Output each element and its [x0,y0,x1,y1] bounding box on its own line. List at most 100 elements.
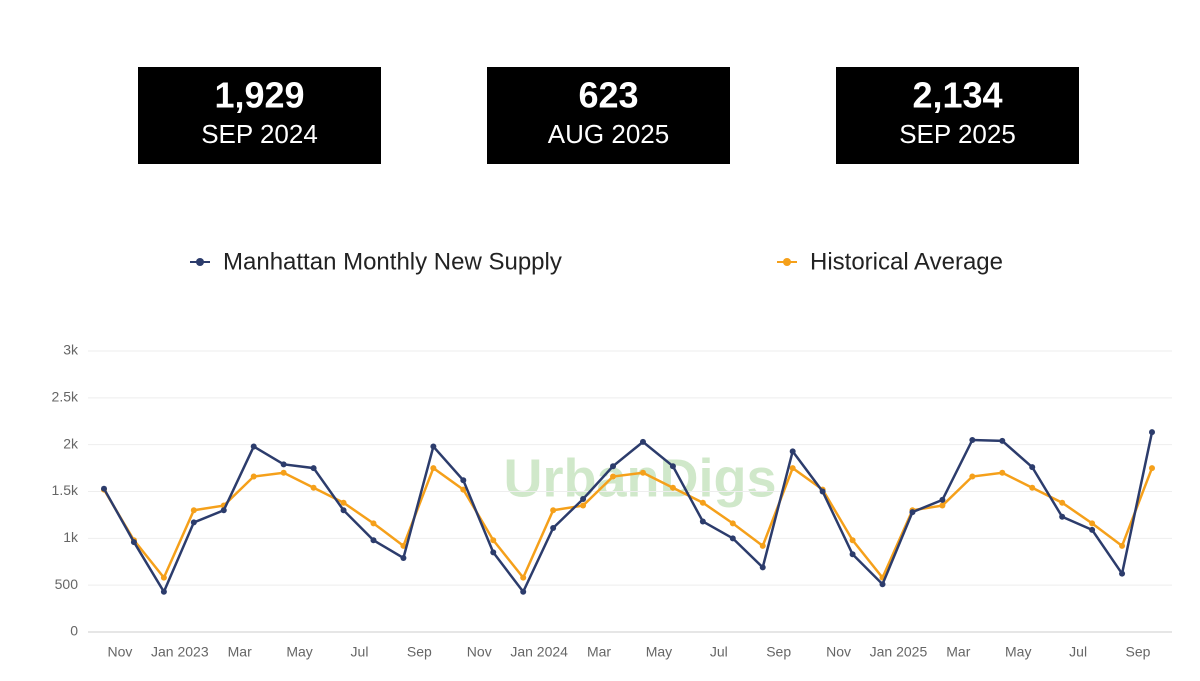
data-point [939,496,946,503]
x-tick-label: Mar [228,644,252,660]
data-point [280,469,287,476]
watermark: UrbanDigs [503,448,776,508]
data-point [550,525,557,532]
data-point [969,436,976,443]
card-value: 1,929 [214,75,304,116]
data-point [879,581,886,588]
x-tick-label: Jan 2023 [151,644,209,660]
legend-marker [196,258,204,266]
data-point [1119,542,1126,549]
x-tick-label: Jul [710,644,728,660]
data-point [580,502,587,509]
data-point [1059,513,1066,520]
data-point [1029,464,1036,471]
data-point [190,507,197,514]
data-point [430,465,437,472]
data-point [1029,484,1036,491]
data-point [460,486,467,493]
y-tick-label: 3k [63,342,79,358]
data-point [819,488,826,495]
legend-marker [783,258,791,266]
data-point [520,574,527,581]
data-point [220,507,227,514]
card-box [836,67,1079,164]
data-point [250,473,257,480]
data-point [610,473,617,480]
data-point [1149,465,1155,472]
data-point [729,535,736,542]
data-point [190,519,197,526]
card-value: 623 [578,75,638,116]
data-point [759,542,766,549]
data-point [370,520,377,527]
data-point [550,507,557,514]
data-point [1119,570,1126,577]
data-point [580,495,587,502]
data-point [310,484,317,491]
x-tick-label: Mar [587,644,611,660]
data-point [669,463,676,470]
x-tick-label: Sep [766,644,791,660]
y-tick-label: 1k [63,529,79,545]
card-value: 2,134 [912,75,1002,116]
data-point [759,564,766,571]
data-point [160,588,167,595]
card-box [138,67,381,164]
data-point [610,463,617,470]
card-label: SEP 2024 [201,119,318,149]
data-point [729,520,736,527]
data-point [460,477,467,484]
data-point [340,507,347,514]
y-tick-label: 2k [63,435,79,451]
data-point [490,549,497,556]
data-point [849,551,856,558]
data-point [280,461,287,468]
data-point [789,448,796,455]
card-label: SEP 2025 [899,119,1016,149]
data-point [430,443,437,450]
data-point [699,518,706,525]
data-point [639,469,646,476]
data-point [699,499,706,506]
data-point [999,437,1006,444]
data-point [669,484,676,491]
x-tick-label: Nov [467,644,492,660]
data-point [1089,526,1096,533]
series-line [102,466,1154,581]
x-tick-label: Sep [1126,644,1151,660]
card-label: AUG 2025 [548,119,669,149]
data-point [130,539,137,546]
data-point [639,438,646,445]
x-tick-label: Jul [1069,644,1087,660]
data-point [1149,429,1155,436]
series-line [102,431,1154,595]
data-point [1089,520,1096,527]
data-point [1059,499,1066,506]
x-tick-label: Sep [407,644,432,660]
legend-label: Manhattan Monthly New Supply [223,248,562,275]
data-point [400,555,407,562]
data-point [340,499,347,506]
data-point [101,485,107,492]
x-tick-label: May [1005,644,1031,660]
y-tick-label: 0 [70,623,78,639]
card-box [487,67,730,164]
x-tick-label: Jan 2025 [870,644,928,660]
data-point [160,574,167,581]
data-point [969,473,976,480]
data-point [370,537,377,544]
y-tick-label: 1.5k [52,482,79,498]
x-tick-label: Nov [107,644,132,660]
y-tick-label: 500 [55,576,79,592]
x-tick-label: Jan 2024 [510,644,568,660]
data-point [400,542,407,549]
data-point [789,465,796,472]
x-tick-label: Jul [351,644,369,660]
y-tick-label: 2.5k [52,389,79,405]
data-point [849,537,856,544]
legend-label: Historical Average [810,248,1003,275]
